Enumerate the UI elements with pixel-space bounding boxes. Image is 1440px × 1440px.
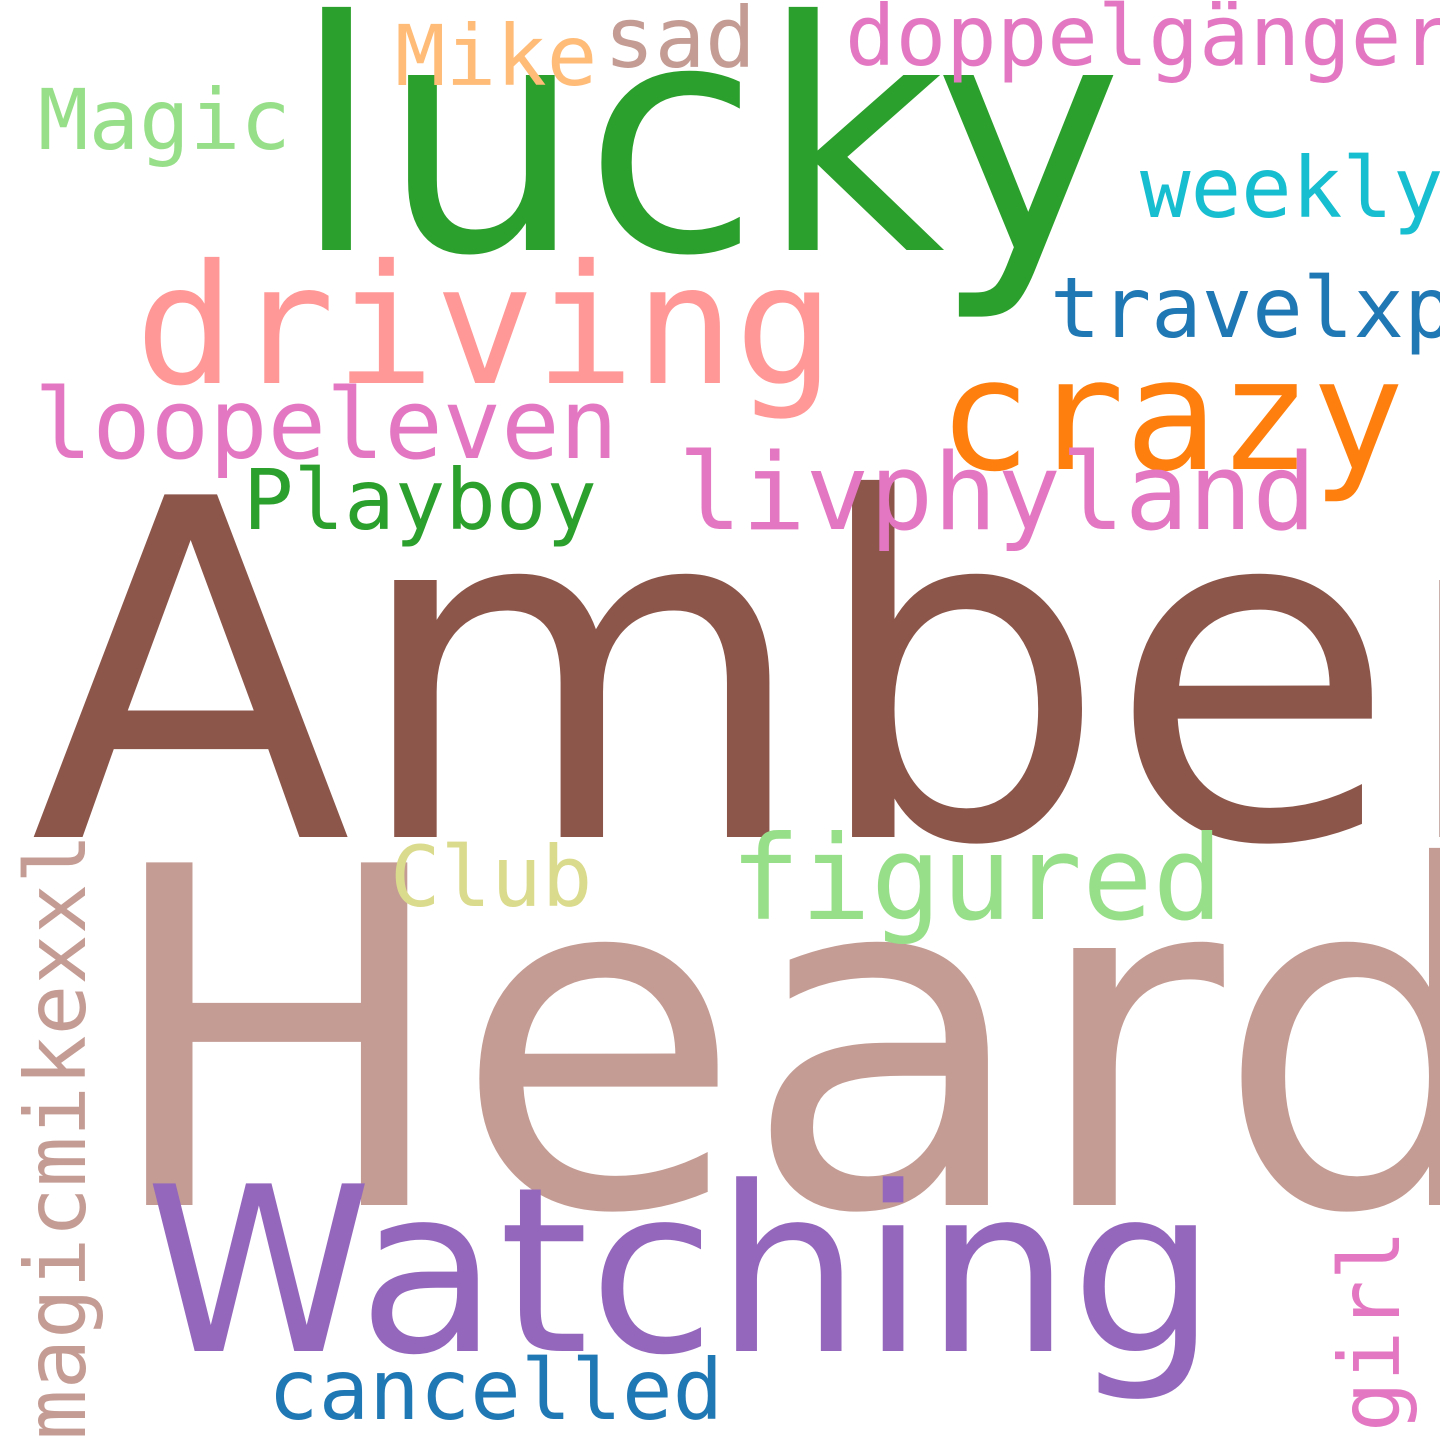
word-mike: Mike: [395, 7, 598, 105]
word-magic: Magic: [38, 71, 291, 169]
word-club: Club: [390, 828, 593, 926]
word-figured: figured: [730, 810, 1224, 947]
word-doppelganger: doppelgänger: [845, 0, 1440, 85]
word-playboy: Playboy: [243, 451, 598, 549]
word-livphyland: livphyland: [678, 431, 1317, 554]
word-travelxp: travelxp: [1050, 259, 1440, 357]
word-amber: Amber: [30, 401, 1440, 948]
word-cancelled: cancelled: [268, 1341, 724, 1439]
word-driving: driving: [135, 230, 835, 423]
word-heard: Heard: [100, 769, 1440, 1316]
word-watching: Watching: [145, 1139, 1217, 1406]
word-weekly: weekly: [1140, 139, 1440, 237]
word-sad: sad: [604, 0, 756, 87]
word-lucky: lucky: [292, 0, 1123, 326]
word-magicmikexxl: magicmikexxl: [7, 833, 105, 1440]
word-loopeleven: loopeleven: [34, 368, 618, 481]
word-girl: girl: [1321, 1229, 1419, 1432]
word-crazy: crazy: [938, 325, 1405, 506]
